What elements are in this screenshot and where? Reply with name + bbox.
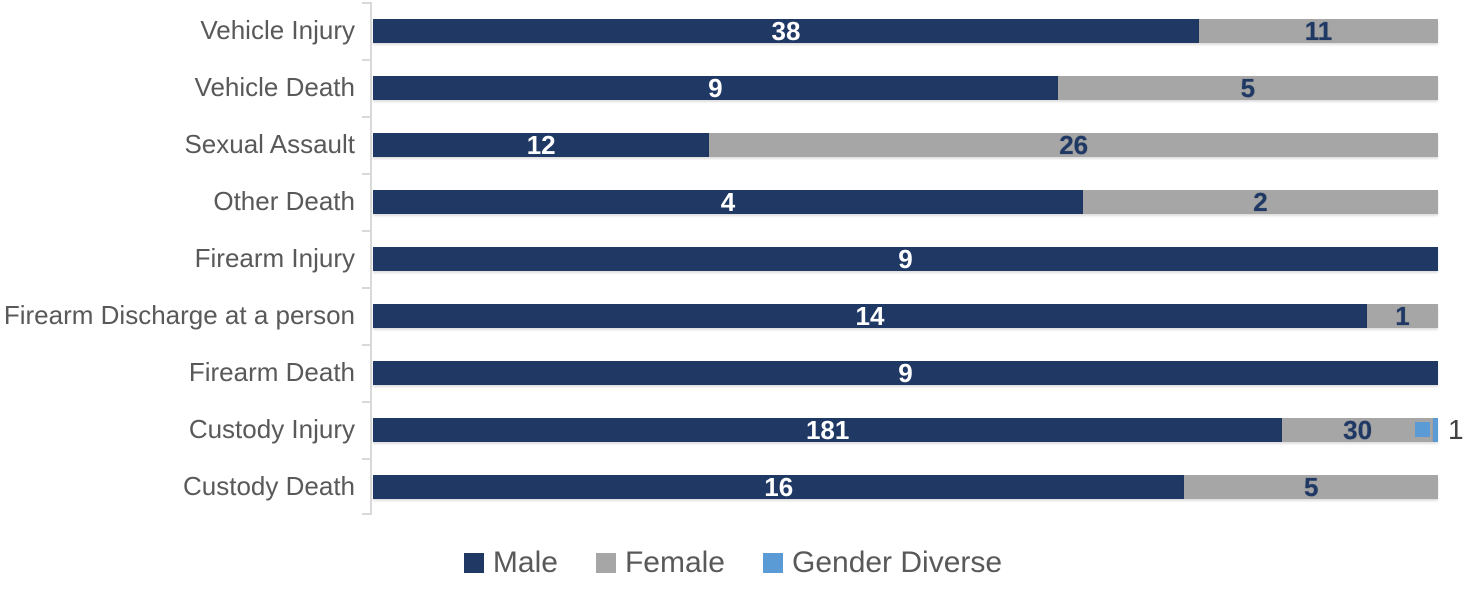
bar-value-label: 12: [526, 129, 556, 160]
legend-swatch-male: [463, 553, 484, 573]
legend-key-marker: [1414, 421, 1430, 437]
bar-segment-female: 26: [709, 129, 1438, 160]
axis-tick: [362, 458, 371, 460]
bar-value-label: 11: [1304, 15, 1333, 46]
axis-tick: [362, 59, 371, 61]
plot-area: Vehicle Injury 38 11 Vehicle Death 9 5 Sexual …: [0, 2, 1466, 515]
bar-segment-male: 38: [373, 15, 1199, 46]
legend-label: Gender Diverse: [791, 546, 1003, 579]
bar-segment-male: 9: [373, 72, 1058, 103]
bar-value-label: 5: [1240, 72, 1256, 103]
bar-value-label: 1: [1395, 300, 1410, 331]
axis-tick: [362, 401, 371, 403]
axis-tick: [362, 173, 371, 175]
axis-tick: [362, 287, 371, 289]
bar-segment-female: 5: [1184, 471, 1438, 502]
category-label: Firearm Discharge at a person: [3, 300, 355, 331]
legend-item-male: Male: [463, 546, 558, 580]
bar-segment-male: 12: [373, 129, 710, 160]
bar-segment-male: 9: [373, 357, 1438, 388]
bar-segment-female: 5: [1057, 72, 1438, 103]
category-label: Other Death: [213, 186, 355, 217]
bar-value-label: 30: [1343, 414, 1373, 445]
bar-value-label: 16: [764, 471, 794, 502]
bar-value-label: 2: [1253, 186, 1268, 217]
bar-segment-male: 16: [373, 471, 1185, 502]
bar-segment-female: 1: [1367, 300, 1438, 331]
bar-segment-male: 9: [373, 243, 1438, 274]
bar-row: Custody Death 16 5: [0, 458, 1466, 515]
axis-tick: [362, 513, 371, 515]
bar-value-label-outside: 1: [1448, 413, 1464, 445]
bar-segment-male: 14: [373, 300, 1367, 331]
legend-label: Female: [624, 546, 725, 579]
bar-segment-female: 30: [1282, 414, 1433, 445]
bar-row: Other Death 4 2: [0, 173, 1466, 230]
axis-tick: [362, 230, 371, 232]
bar-row: Firearm Death 9: [0, 344, 1466, 401]
bar-value-label: 5: [1303, 471, 1319, 502]
category-label: Firearm Injury: [194, 243, 355, 274]
bar-row: Vehicle Injury 38 11: [0, 2, 1466, 59]
bar-row: Firearm Discharge at a person 14 1: [0, 287, 1466, 344]
bar-value-label: 181: [805, 414, 850, 445]
bar-value-label: 9: [708, 72, 723, 103]
bar-segment-female: 2: [1083, 186, 1438, 217]
bar-segment-male: 4: [373, 186, 1083, 217]
bar-value-label: 38: [771, 15, 801, 46]
category-label: Custody Injury: [188, 414, 355, 445]
legend-item-female: Female: [595, 546, 725, 580]
axis-tick: [362, 2, 371, 4]
bar-row: Sexual Assault 12 26: [0, 116, 1466, 173]
bar-track: 12 26: [373, 129, 1438, 160]
bar-segment-male: 181: [373, 414, 1283, 445]
category-label: Custody Death: [183, 471, 355, 502]
bar-value-label: 14: [855, 300, 885, 331]
bar-track: 38 11: [373, 15, 1438, 46]
y-axis-line: [370, 2, 372, 515]
bar-track: 9: [373, 357, 1438, 388]
bar-value-label: 4: [720, 186, 736, 217]
bar-track: 9: [373, 243, 1438, 274]
bar-track: 16 5: [373, 471, 1438, 502]
bar-segment-gender-diverse: [1432, 417, 1438, 442]
bar-track: 14 1: [373, 300, 1438, 331]
legend-swatch-gender-diverse: [762, 553, 783, 573]
bar-row: Firearm Injury 9: [0, 230, 1466, 287]
axis-tick: [362, 116, 371, 118]
bar-row: Vehicle Death 9 5: [0, 59, 1466, 116]
category-label: Vehicle Death: [194, 72, 355, 103]
bar-row: Custody Injury 181 30 1: [0, 401, 1466, 458]
legend-swatch-female: [595, 553, 616, 573]
legend: Male Female Gender Diverse: [0, 541, 1466, 585]
bar-value-label: 9: [898, 357, 913, 388]
axis-tick: [362, 344, 371, 346]
legend-item-gender-diverse: Gender Diverse: [762, 546, 1003, 580]
category-label: Sexual Assault: [184, 129, 355, 160]
category-label: Firearm Death: [188, 357, 355, 388]
bar-value-label: 9: [898, 243, 913, 274]
category-label: Vehicle Injury: [200, 15, 355, 46]
bar-value-label: 26: [1059, 129, 1089, 160]
bar-segment-female: 11: [1198, 15, 1438, 46]
legend-label: Male: [492, 546, 558, 579]
bar-track: 181 30 1: [373, 414, 1464, 445]
